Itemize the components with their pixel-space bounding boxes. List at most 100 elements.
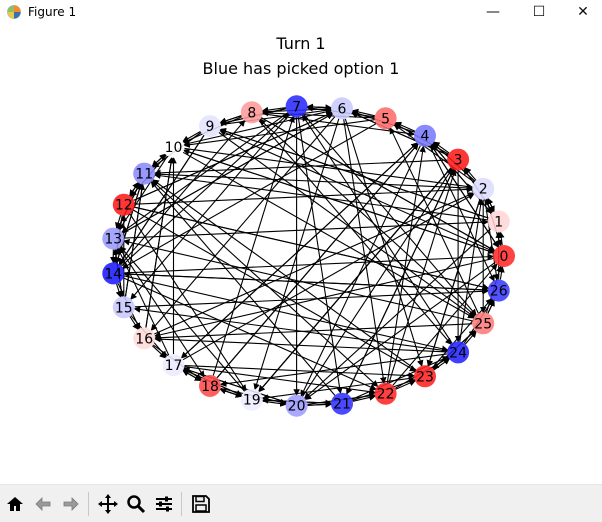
graph-edge — [219, 128, 489, 219]
graph-node-circle — [285, 95, 308, 118]
graph-node: 6 — [331, 97, 353, 120]
graph-node-label: 11 — [135, 167, 153, 183]
graph-edge — [261, 377, 415, 401]
graph-node: 19 — [240, 388, 263, 411]
back-button[interactable] — [30, 490, 56, 518]
graph-node-label: 7 — [292, 99, 301, 115]
graph-node-label: 15 — [115, 300, 133, 316]
graph-edge — [395, 379, 417, 390]
graph-edge — [122, 239, 473, 322]
graph-node: 8 — [240, 101, 263, 124]
close-button[interactable]: ✕ — [560, 0, 602, 24]
graph-edge — [154, 335, 448, 353]
graph-edge — [129, 213, 247, 392]
graph-edge — [459, 198, 484, 342]
graph-edge — [182, 151, 475, 319]
graph-edge — [307, 401, 333, 408]
graph-node: 23 — [414, 365, 436, 388]
home-button[interactable] — [2, 490, 28, 518]
graph-node: 17 — [162, 354, 185, 377]
graph-edge — [124, 183, 146, 297]
graph-edge — [150, 116, 336, 331]
graph-edge — [154, 192, 475, 335]
graph-node-label: 20 — [288, 399, 306, 415]
graph-edge — [184, 366, 376, 395]
graph-edge — [133, 306, 448, 352]
graph-edge — [134, 206, 490, 291]
minimize-icon: — — [486, 4, 500, 20]
graph-node-circle — [447, 148, 470, 171]
graph-node-label: 24 — [449, 345, 467, 361]
graph-node-circle — [487, 279, 510, 302]
graph-node: 14 — [102, 262, 125, 285]
graph-edge — [219, 129, 495, 253]
graph-node: 10 — [162, 135, 185, 158]
graph-node-label: 21 — [333, 397, 351, 413]
pan-button[interactable] — [95, 490, 121, 518]
graph-node-circle — [414, 365, 436, 388]
graph-edge — [218, 132, 476, 318]
graph-node-circle — [199, 115, 221, 138]
graph-node: 12 — [112, 193, 135, 216]
forward-button[interactable] — [58, 490, 84, 518]
graph-node: 5 — [374, 107, 397, 130]
graph-edge — [152, 180, 379, 388]
graph-node-circle — [112, 296, 135, 319]
graph-edge — [183, 119, 375, 148]
graph-node-label: 6 — [338, 101, 347, 117]
graph-edge — [121, 123, 377, 269]
graph-edge — [302, 167, 453, 397]
maximize-icon: ☐ — [532, 4, 546, 20]
graph-node-circle — [112, 193, 135, 216]
graph-edge — [487, 299, 495, 314]
graph-edge — [154, 323, 473, 341]
graph-node-label: 22 — [377, 387, 395, 403]
graph-edge — [464, 167, 477, 181]
save-button[interactable] — [188, 490, 214, 518]
maximize-button[interactable]: ☐ — [516, 0, 562, 24]
graph-edge — [343, 119, 387, 384]
graph-node-circle — [102, 227, 125, 250]
graph-node-circle — [487, 210, 510, 233]
graph-edge — [259, 118, 476, 317]
graph-edge — [487, 198, 495, 213]
graph-edge — [180, 142, 418, 359]
graph-edge — [154, 172, 488, 221]
graph-node-label: 3 — [454, 153, 463, 169]
zoom-button[interactable] — [123, 490, 149, 518]
graph-node-label: 14 — [104, 266, 122, 282]
graph-edge — [220, 107, 333, 126]
graph-edge — [130, 114, 290, 300]
graph-node-circle — [331, 392, 353, 415]
graph-node-label: 19 — [243, 393, 261, 409]
graph-node: 15 — [112, 296, 135, 319]
graph-node: 0 — [493, 245, 515, 267]
graph-edge — [300, 145, 421, 397]
graph-node-label: 16 — [135, 331, 153, 347]
graph-node: 7 — [285, 95, 308, 118]
graph-edge — [133, 111, 334, 201]
graph-node-circle — [374, 107, 397, 130]
graph-edge — [304, 261, 496, 400]
graph-edge — [258, 120, 452, 345]
graph-node-circle — [472, 312, 495, 335]
graph-edge — [123, 275, 449, 352]
graph-node-label: 26 — [490, 284, 508, 300]
minimize-button[interactable]: — — [470, 0, 516, 24]
graph-edge — [303, 228, 491, 400]
graph-node: 20 — [285, 394, 308, 417]
configure-subplots-button[interactable] — [151, 490, 177, 518]
graph-edge — [216, 143, 419, 378]
graph-node-label: 23 — [416, 369, 434, 385]
graph-edges — [110, 103, 505, 408]
graph-edge — [121, 112, 289, 233]
graph-edge — [124, 253, 495, 274]
graph-edge — [153, 257, 494, 338]
graph-edge — [498, 265, 505, 280]
close-icon: ✕ — [577, 4, 589, 20]
graph-edge — [261, 109, 375, 119]
graph-node-circle — [240, 388, 263, 411]
graph-node: 2 — [472, 177, 495, 200]
navigation-toolbar — [0, 484, 602, 522]
